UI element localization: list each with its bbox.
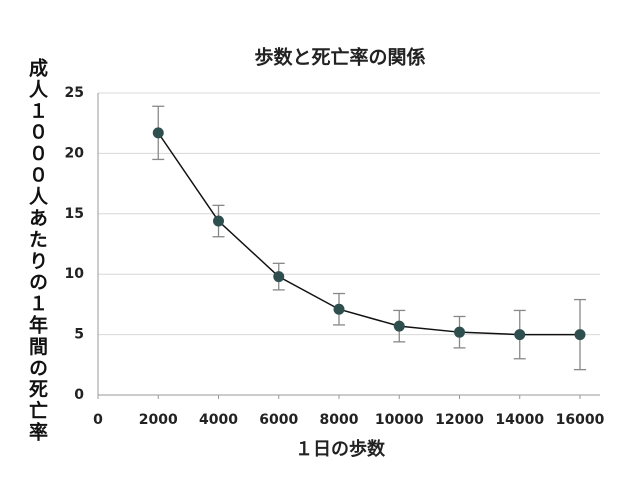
x-axis-label: １日の歩数: [295, 438, 386, 460]
data-line: [157, 132, 580, 336]
x-tick-label: 6000: [259, 412, 298, 428]
y-tick-label: 10: [65, 266, 85, 282]
data-point: [213, 215, 224, 227]
x-tick-label: 12000: [435, 412, 484, 428]
x-tick-label: 14000: [495, 412, 544, 428]
x-tick-label: 0: [93, 412, 103, 428]
x-tick-label: 8000: [320, 412, 359, 428]
y-tick-label: 5: [74, 327, 84, 343]
y-tick-label: 25: [65, 85, 84, 101]
data-point: [393, 320, 405, 332]
data-point: [273, 271, 285, 283]
data-point: [454, 326, 465, 338]
x-tick-label: 2000: [139, 412, 178, 428]
y-tick-label: 0: [74, 387, 84, 403]
data-point: [514, 329, 526, 341]
y-tick-label: 15: [65, 206, 84, 222]
y-tick-label: 20: [65, 145, 85, 161]
data-point: [152, 127, 164, 139]
x-tick-label: 16000: [556, 412, 605, 428]
data-point: [574, 329, 586, 341]
x-tick-label: 10000: [375, 412, 424, 428]
chart-title: 歩数と死亡率の関係: [254, 46, 425, 69]
data-point: [333, 303, 345, 315]
x-tick-label: 4000: [199, 412, 238, 428]
y-axis-label: 成人１０００人あたりの１年間の死亡率: [26, 58, 48, 444]
